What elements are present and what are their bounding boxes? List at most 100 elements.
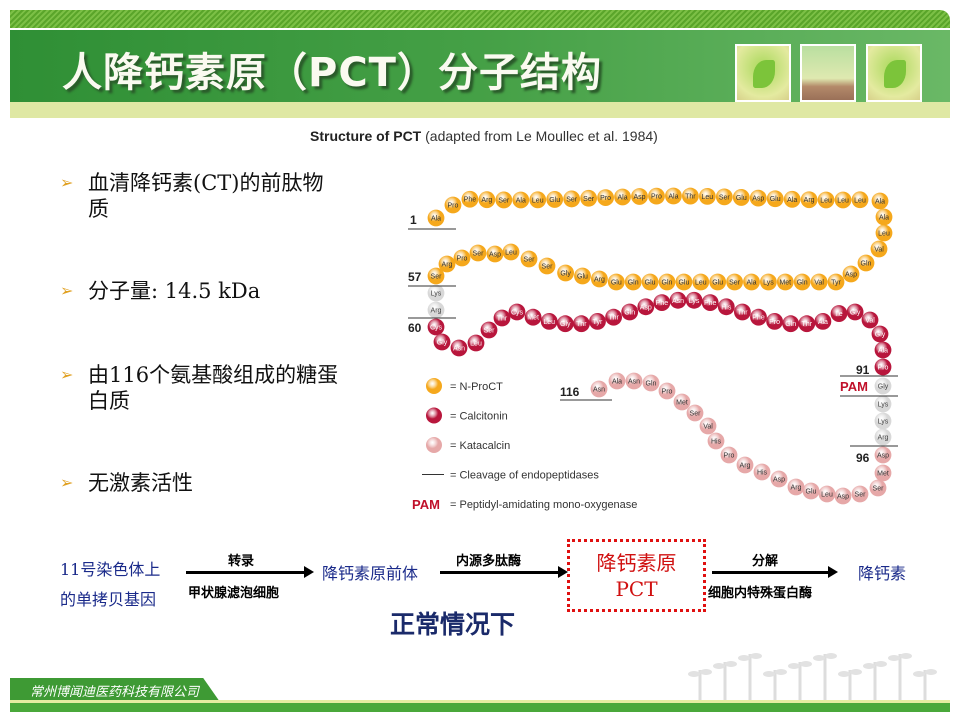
residue-label: Leu	[470, 341, 482, 348]
nproct-residue-bead	[732, 189, 750, 206]
nproct-residue-bead	[743, 273, 760, 291]
residue-label: Asn	[672, 298, 684, 305]
position-label: 96	[856, 451, 870, 465]
calcitonin-residue-bead	[798, 315, 816, 333]
position-label: 1	[410, 213, 417, 227]
residue-label: Leu	[532, 197, 544, 204]
legend-label: = Calcitonin	[450, 411, 508, 423]
residue-label: Asp	[877, 453, 889, 460]
nproct-residue-bead	[546, 191, 564, 208]
nproct-residue-bead	[478, 191, 496, 209]
residue-label: Met	[527, 315, 539, 322]
calcitonin-residue-bead	[493, 309, 511, 327]
residue-label: Ser	[524, 257, 536, 264]
residue-label: Leu	[837, 197, 849, 204]
nproct-residue-bead	[495, 191, 513, 209]
nproct-residue-bead	[827, 273, 845, 291]
residue-label: Ala	[878, 348, 888, 355]
calcitonin-residue-bead	[540, 312, 558, 330]
residue-label: Glu	[645, 280, 656, 287]
residue-label: Lys	[878, 419, 889, 426]
nproct-residue-bead	[726, 273, 743, 291]
residue-label: His	[757, 470, 768, 477]
katacalcin-residue-bead	[736, 456, 754, 474]
residue-label: Phe	[704, 300, 717, 307]
residue-label: Ser	[484, 328, 496, 335]
nproct-residue-bead	[641, 273, 659, 291]
residue-label: Gly	[875, 332, 886, 339]
katacalcin-residue-bead	[642, 374, 660, 392]
sprout-decoration	[900, 653, 912, 659]
arrow-bullet-icon: ➢	[60, 281, 74, 300]
pam-legend-term: PAM	[412, 497, 440, 512]
nproct-residue-bead	[486, 245, 504, 263]
calcitonin-residue-bead	[861, 311, 879, 329]
nproct-residue-bead	[538, 257, 556, 275]
pam-label: PAM	[840, 379, 868, 394]
nproct-residue-bead	[557, 264, 574, 282]
position-label: 91	[856, 363, 870, 377]
residue-label: Lys	[689, 298, 700, 305]
residue-label: Gln	[861, 261, 872, 268]
nproct-residue-bead	[512, 191, 530, 209]
calcitonin-residue-bead	[427, 318, 445, 336]
cleave2-residue-bead	[874, 377, 892, 395]
residue-label: Ala	[746, 280, 756, 287]
nproct-residue-bead	[851, 191, 869, 209]
bullet-item: ➢ 分子量: 14.5 kDa	[60, 278, 340, 304]
transcription-label: 转录	[228, 554, 255, 569]
nproct-residue-bead	[709, 273, 727, 291]
nproct-residue-bead	[749, 189, 767, 207]
nproct-residue-bead	[427, 267, 445, 285]
katacalcin-residue-bead	[720, 446, 738, 464]
residue-label: Glu	[806, 489, 817, 496]
sprout-decoration	[713, 663, 725, 669]
residue-label: Arg	[481, 197, 492, 204]
katacalcin-residue-bead	[874, 464, 892, 482]
cleave1-residue-bead	[427, 284, 445, 302]
residue-label: Gln	[628, 280, 639, 287]
nproct-residue-bead	[715, 188, 733, 206]
precursor-label: 降钙素原前体	[322, 564, 419, 583]
calcitonin-residue-bead	[589, 312, 606, 330]
residue-label: Phe	[752, 315, 765, 322]
position-label: 57	[408, 270, 422, 284]
residue-label: Asp	[633, 194, 645, 201]
residue-label: Arg	[804, 197, 815, 204]
residue-label: Leu	[878, 231, 890, 238]
sprout-decoration	[688, 671, 700, 677]
residue-label: Leu	[543, 319, 555, 326]
sprout-decoration	[800, 661, 812, 667]
sprout-decoration	[925, 669, 937, 675]
calcitonin-residue-bead	[433, 333, 451, 351]
nproct-residue-bead	[800, 191, 818, 209]
residue-label: Asp	[752, 196, 764, 203]
bullet-text: 由116个氨基酸组成的糖蛋白质	[88, 363, 339, 413]
residue-label: Asp	[640, 304, 652, 311]
residue-label: Ala	[875, 199, 885, 206]
residue-label: Gln	[785, 321, 796, 328]
nproct-residue-bead	[469, 244, 487, 262]
residue-label: Gln	[662, 280, 673, 287]
residue-label: Pro	[878, 365, 889, 372]
nproct-residue-bead	[502, 243, 520, 261]
residue-label: Leu	[505, 250, 517, 257]
residue-label: Ser	[583, 196, 595, 203]
katacalcin-residue-bead	[787, 478, 805, 496]
gene-label: 11号染色体上 的单拷贝基因	[60, 560, 161, 609]
residue-label: Asp	[489, 252, 501, 259]
residue-label: Lys	[878, 402, 889, 409]
position-label: 60	[408, 321, 422, 335]
residue-label: Asp	[773, 477, 785, 484]
nproct-residue-bead	[682, 187, 699, 205]
calcitonin-residue-bead	[573, 315, 590, 333]
leaf-photo	[866, 44, 922, 102]
arrow-2	[440, 566, 568, 578]
nproct-residue-bead	[857, 254, 875, 272]
residue-label: Ser	[855, 492, 867, 499]
residue-label: Arg	[431, 308, 442, 315]
residue-label: Thr	[737, 310, 748, 317]
katacalcin-residue-bead	[802, 482, 820, 500]
sprout-decoration	[863, 663, 875, 669]
company-name: 常州博闻迪医药科技有限公司	[30, 685, 200, 700]
